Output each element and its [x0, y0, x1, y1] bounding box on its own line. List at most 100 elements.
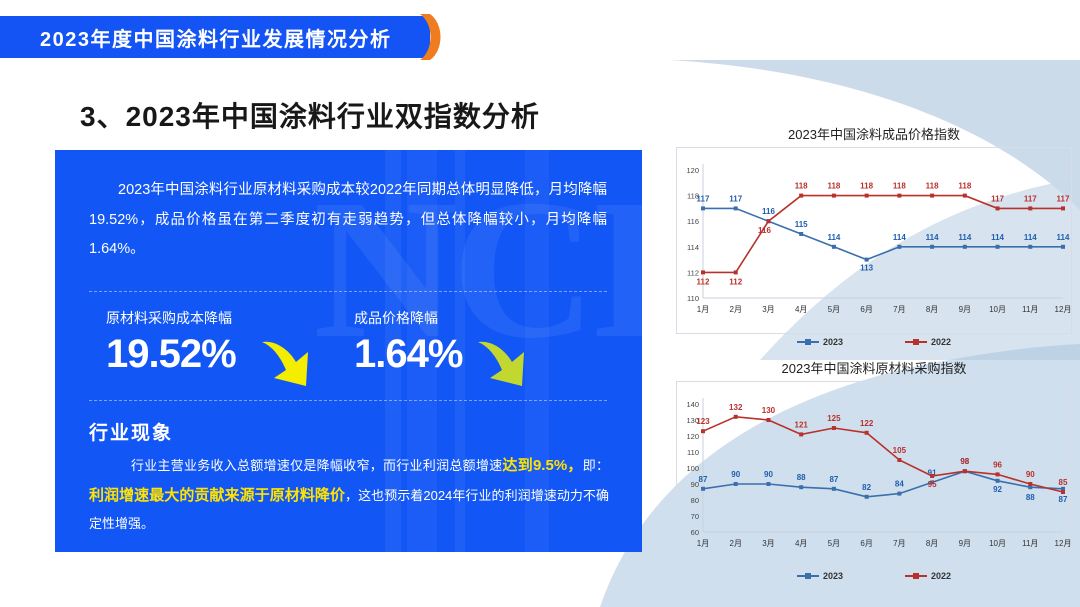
svg-text:91: 91 — [928, 468, 937, 477]
svg-text:117: 117 — [729, 194, 742, 203]
legend-label: 2022 — [931, 571, 952, 581]
legend-item-2023: 2023 — [796, 337, 843, 347]
chart-raw-material-purchase-index: 2023年中国涂料原材料采购指数 60 70 80 90 100 110 120 130 140… — [676, 358, 1072, 581]
phenomenon-part3: ，这也预示着2024年行业的利润增速动力不确定性增强。 — [89, 488, 609, 531]
svg-text:121: 121 — [795, 420, 809, 429]
svg-text:5月: 5月 — [828, 539, 840, 548]
svg-text:130: 130 — [686, 416, 699, 425]
metric-value: 19.52% — [106, 331, 237, 376]
svg-text:118: 118 — [795, 182, 808, 191]
svg-text:132: 132 — [729, 403, 743, 412]
svg-text:10月: 10月 — [989, 539, 1006, 548]
svg-text:90: 90 — [691, 480, 699, 489]
svg-text:118: 118 — [687, 192, 699, 201]
svg-text:70: 70 — [691, 512, 699, 521]
legend-swatch-2023 — [796, 573, 819, 579]
svg-text:117: 117 — [1024, 194, 1037, 203]
legend-label: 2023 — [822, 337, 843, 347]
legend-label: 2022 — [931, 337, 952, 347]
svg-text:114: 114 — [893, 233, 906, 242]
down-arrow-icon — [258, 336, 318, 397]
chart-plot-frame: 110 112 114 116 118 120 1月 2月 3月 4月 5月 6月 7月 8月 9月 10月 1… — [676, 147, 1072, 334]
metric-finished-goods-price: 成品价格降幅 1.64% — [354, 310, 524, 386]
svg-text:88: 88 — [1026, 493, 1035, 502]
svg-text:4月: 4月 — [795, 305, 807, 314]
svg-text:12月: 12月 — [1055, 539, 1071, 548]
svg-text:84: 84 — [895, 480, 904, 489]
svg-text:112: 112 — [687, 268, 699, 277]
svg-text:117: 117 — [1057, 194, 1070, 203]
phenomenon-block: 行业现象 行业主营业务收入总额增速仅是降幅收窄，而行业利润总额增速达到9.5%，… — [89, 418, 609, 537]
chart-svg: 110 112 114 116 118 120 1月 2月 3月 4月 5月 6月 7月 8月 9月 10月 1… — [686, 164, 1071, 314]
svg-text:114: 114 — [1057, 233, 1070, 242]
svg-text:80: 80 — [691, 496, 699, 505]
svg-text:116: 116 — [687, 217, 699, 226]
svg-text:6月: 6月 — [860, 539, 872, 548]
chart-finished-goods-price-index: 2023年中国涂料成品价格指数 110 112 114 116 118 120 1月 2月 3月… — [676, 124, 1072, 347]
svg-text:123: 123 — [696, 417, 710, 426]
svg-text:6月: 6月 — [860, 305, 872, 314]
svg-text:4月: 4月 — [795, 539, 807, 548]
page-title: 3、2023年中国涂料行业双指数分析 — [80, 101, 540, 132]
panel-intro-text: 2023年中国涂料行业原材料采购成本较2022年同期总体明显降低，月均降幅19.… — [89, 182, 607, 258]
svg-text:112: 112 — [729, 277, 742, 286]
svg-text:3月: 3月 — [762, 539, 774, 548]
svg-text:2月: 2月 — [730, 539, 742, 548]
svg-text:87: 87 — [829, 475, 838, 484]
chart-legend: 2023 2022 — [676, 571, 1072, 581]
svg-text:1月: 1月 — [697, 539, 709, 548]
legend-label: 2023 — [822, 571, 843, 581]
svg-text:12月: 12月 — [1055, 305, 1071, 314]
svg-text:87: 87 — [1059, 495, 1068, 504]
svg-text:116: 116 — [758, 226, 771, 235]
svg-text:95: 95 — [928, 480, 937, 489]
svg-text:98: 98 — [960, 457, 969, 466]
svg-text:10月: 10月 — [989, 305, 1006, 314]
phenomenon-highlight2: 利润增速最大的贡献来源于原材料降价 — [89, 487, 346, 504]
svg-text:90: 90 — [731, 470, 740, 479]
phenomenon-body: 行业主营业务收入总额增速仅是降幅收窄，而行业利润总额增速达到9.5%，即： 利润增… — [89, 451, 609, 537]
svg-text:82: 82 — [862, 483, 871, 492]
svg-text:114: 114 — [827, 233, 840, 242]
legend-swatch-2022 — [905, 573, 927, 579]
svg-text:1月: 1月 — [697, 305, 709, 314]
svg-text:90: 90 — [764, 470, 773, 479]
metric-raw-material-cost: 原材料采购成本降幅 19.52% — [106, 310, 308, 386]
svg-text:11月: 11月 — [1022, 539, 1038, 548]
svg-text:9月: 9月 — [959, 305, 971, 314]
svg-text:118: 118 — [827, 182, 840, 191]
svg-text:115: 115 — [795, 220, 808, 229]
svg-text:3月: 3月 — [762, 305, 774, 314]
svg-text:7月: 7月 — [893, 539, 905, 548]
svg-text:96: 96 — [993, 460, 1002, 469]
svg-text:105: 105 — [893, 446, 907, 455]
svg-text:118: 118 — [958, 182, 971, 191]
svg-text:11月: 11月 — [1022, 305, 1038, 314]
svg-text:118: 118 — [860, 182, 873, 191]
svg-text:114: 114 — [687, 243, 699, 252]
phenomenon-title: 行业现象 — [89, 423, 174, 444]
svg-text:117: 117 — [697, 194, 710, 203]
svg-text:114: 114 — [991, 233, 1004, 242]
svg-text:122: 122 — [860, 419, 874, 428]
svg-text:120: 120 — [686, 166, 699, 175]
svg-text:85: 85 — [1059, 478, 1068, 487]
svg-text:87: 87 — [699, 475, 708, 484]
header-banner: 2023年度中国涂料行业发展情况分析 — [0, 16, 430, 58]
svg-text:98: 98 — [960, 457, 969, 466]
metrics-row: 原材料采购成本降幅 19.52% 成品价格降幅 1.64% — [89, 310, 609, 395]
svg-text:7月: 7月 — [893, 305, 905, 314]
svg-text:114: 114 — [1024, 233, 1037, 242]
chart-title: 2023年中国涂料成品价格指数 — [788, 127, 960, 142]
legend-swatch-2022 — [905, 339, 927, 345]
svg-text:118: 118 — [926, 182, 939, 191]
panel-divider-top — [89, 291, 607, 292]
down-arrow-icon — [474, 336, 534, 397]
svg-text:2月: 2月 — [730, 305, 742, 314]
metric-label: 原材料采购成本降幅 — [106, 310, 232, 326]
svg-text:60: 60 — [691, 528, 699, 537]
svg-text:118: 118 — [893, 182, 906, 191]
svg-text:8月: 8月 — [926, 305, 938, 314]
svg-text:113: 113 — [860, 264, 873, 273]
svg-text:88: 88 — [797, 473, 806, 482]
